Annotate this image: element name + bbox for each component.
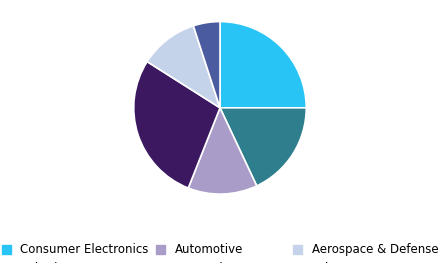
Wedge shape xyxy=(220,22,306,108)
Wedge shape xyxy=(134,62,220,188)
Wedge shape xyxy=(147,26,220,108)
Wedge shape xyxy=(220,108,306,186)
Wedge shape xyxy=(188,108,257,194)
Wedge shape xyxy=(193,22,220,108)
Legend: Consumer Electronics, Robotics, Automotive, Enterprise Storage, Aerospace & Defe: Consumer Electronics, Robotics, Automoti… xyxy=(0,240,440,263)
